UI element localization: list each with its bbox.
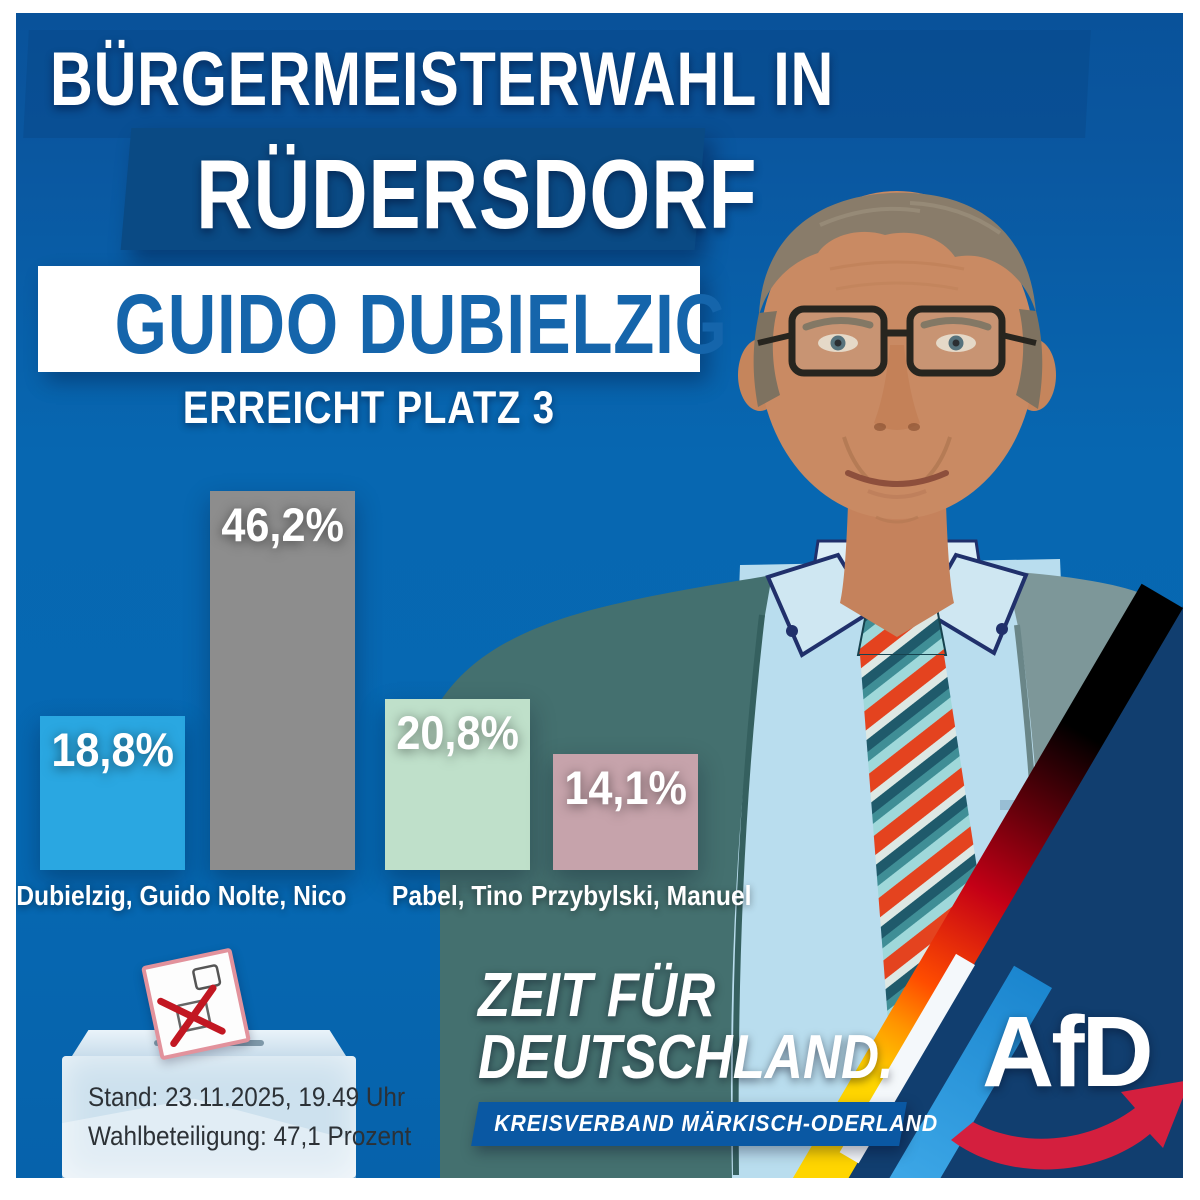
poster-title-line1-text: BÜRGERMEISTERWAHL IN: [50, 37, 835, 122]
chart-bar: 20,8%: [385, 699, 530, 870]
bar-category-label: Pabel, Tino: [348, 880, 568, 912]
slogan-line1-text: ZEIT FÜR: [478, 961, 716, 1030]
afd-swoosh-arrow-icon: [951, 1080, 1190, 1170]
candidate-name-text: GUIDO DUBIELZIG: [114, 277, 728, 371]
slogan-line2-text: DEUTSCHLAND.: [478, 1023, 894, 1092]
bar-category-label: Dubielzig, Guido: [3, 880, 223, 912]
poster-title-line2: RÜDERSDORF: [126, 138, 756, 251]
slogan-line1: ZEIT FÜR: [478, 960, 757, 1031]
afd-logo-text: AfD: [982, 996, 1154, 1108]
bar-category-label: Przybylski, Manuel: [516, 880, 751, 912]
frame-top: [0, 0, 1200, 13]
bar-category-label-text: Nolte, Nico: [218, 880, 347, 911]
result-line: ERREICHT PLATZ 3: [38, 382, 700, 434]
stand-line: Stand: 23.11.2025, 19.49 Uhr: [88, 1082, 406, 1112]
candidate-name: GUIDO DUBIELZIG: [38, 276, 727, 373]
bar-value-label: 18,8%: [51, 722, 174, 776]
afd-logo: AfD: [982, 995, 1154, 1110]
frame-right: [1183, 0, 1200, 1200]
glasses-icon: [757, 305, 1037, 377]
bar-category-label-text: Przybylski, Manuel: [530, 880, 752, 911]
frame-bottom: [0, 1178, 1200, 1200]
bar-chart: 18,8% Dubielzig, Guido 46,2% Nolte, Nico 20,…: [16, 480, 751, 920]
region-banner: KREISVERBAND MÄRKISCH-ODERLAND: [475, 1110, 937, 1137]
region-banner-text: KREISVERBAND MÄRKISCH-ODERLAND: [494, 1110, 939, 1136]
ballot-box-body: [62, 1056, 356, 1178]
chart-bar: 18,8%: [40, 715, 185, 870]
candidate-name-box: [38, 266, 700, 372]
bar-value-label: 14,1%: [564, 761, 687, 815]
bar-category-label: Nolte, Nico: [173, 880, 393, 912]
bar-category-label-text: Dubielzig, Guido: [15, 880, 211, 911]
bar-category-label-text: Pabel, Tino: [391, 880, 523, 911]
ballot-paper-icon: [141, 947, 251, 1061]
bar-value-label: 20,8%: [396, 706, 519, 760]
ballot-box-icon: Stand: 23.11.2025, 19.49 Uhr Wahlbeteili…: [62, 947, 411, 1178]
election-status-text: Stand: 23.11.2025, 19.49 Uhr Wahlbeteili…: [88, 1078, 447, 1156]
turnout-line: Wahlbeteiligung: 47,1 Prozent: [88, 1121, 412, 1151]
chart-bar: 46,2%: [210, 491, 355, 870]
bar-value-label: 46,2%: [221, 498, 344, 552]
result-line-text: ERREICHT PLATZ 3: [182, 382, 556, 433]
poster-title-line2-text: RÜDERSDORF: [196, 139, 758, 249]
poster-title-line1: BÜRGERMEISTERWAHL IN: [50, 36, 1055, 123]
frame-left: [0, 0, 16, 1200]
chart-bar: 14,1%: [553, 754, 698, 870]
slogan-line2: DEUTSCHLAND.: [478, 1022, 967, 1093]
